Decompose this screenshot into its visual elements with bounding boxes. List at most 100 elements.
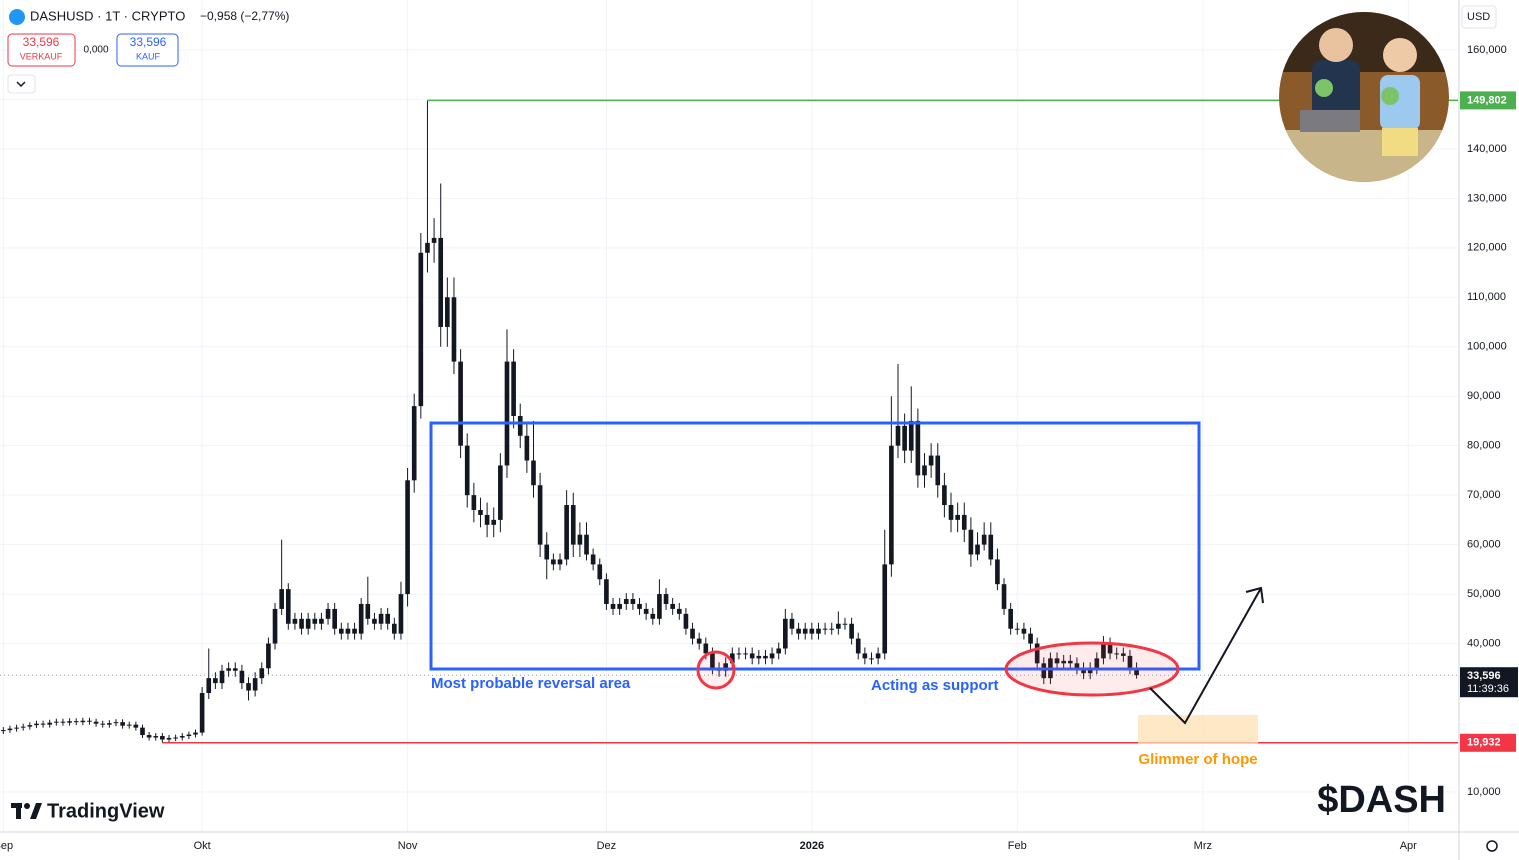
level-label-bg: [1460, 91, 1516, 110]
candle-body: [239, 670, 245, 684]
candle-body: [895, 425, 901, 446]
candle-body: [769, 653, 775, 659]
candle-body: [922, 465, 927, 476]
candle-body: [657, 594, 662, 619]
candle-body: [498, 465, 503, 520]
candle-body: [292, 618, 298, 624]
avatar: [1279, 12, 1449, 182]
candle-body: [968, 529, 974, 555]
candle-body: [796, 628, 801, 634]
candle-body: [955, 514, 960, 520]
symbol-icon: [9, 9, 25, 25]
candle-body: [431, 237, 437, 243]
candle-body: [451, 297, 457, 362]
candle-body: [471, 495, 477, 510]
logo-glyph: [30, 803, 42, 819]
candle-body: [690, 628, 695, 639]
candle-body: [836, 623, 841, 629]
candle-body: [604, 579, 609, 604]
y-tick-label: 160,000: [1467, 44, 1507, 56]
candle-body: [776, 648, 782, 654]
sell-price: 33,596: [23, 35, 60, 49]
candle-body: [802, 628, 808, 634]
currency: USD: [1467, 11, 1490, 23]
candle-body: [676, 608, 682, 614]
y-tick-label: 110,000: [1467, 291, 1506, 303]
candle-body: [54, 721, 59, 723]
candle-body: [1008, 608, 1013, 629]
candle-body: [882, 564, 888, 654]
collapse-button[interactable]: [7, 74, 36, 94]
candle-body: [358, 603, 364, 634]
y-tick-label: 120,000: [1467, 242, 1507, 254]
candle-body: [723, 663, 729, 671]
y-tick-label: 140,000: [1467, 143, 1507, 155]
candle-body: [73, 721, 79, 723]
avatar-head: [1383, 38, 1417, 72]
candle-body: [822, 628, 828, 630]
candle-body: [531, 460, 536, 486]
candle-body: [173, 737, 178, 739]
settings-icon[interactable]: [1486, 840, 1498, 852]
sell-label: VERKAUF: [20, 51, 63, 61]
candle-body: [1054, 658, 1060, 664]
buy-label: KAUF: [136, 51, 161, 61]
level-label-bg: [1460, 733, 1516, 752]
candle-body: [942, 485, 947, 506]
candle-body: [1041, 663, 1047, 679]
candle-body: [928, 455, 934, 466]
candle-body: [1134, 668, 1139, 676]
buy-button[interactable]: [116, 33, 179, 67]
candle-body: [213, 678, 218, 684]
candle-body: [186, 734, 192, 737]
candle-body: [378, 613, 384, 624]
candle-body: [729, 653, 735, 664]
candle-body: [643, 608, 649, 614]
candle-body: [0, 730, 6, 732]
candle-body: [259, 668, 265, 679]
candle-body: [219, 670, 225, 684]
sell-button[interactable]: [7, 33, 76, 67]
candle-body: [696, 638, 702, 644]
last-price-bg: [1460, 667, 1518, 698]
candle-body: [842, 623, 848, 625]
candle-body: [146, 735, 152, 738]
avatar-legs: [1382, 128, 1418, 156]
logo-glyph: [24, 803, 30, 809]
candle-body: [524, 435, 530, 461]
candle-body: [160, 736, 165, 740]
candle-body: [736, 653, 742, 655]
candle-body: [988, 534, 994, 560]
candle-body: [789, 618, 795, 629]
candle-body: [511, 361, 516, 416]
candle-body: [1074, 663, 1080, 669]
candle-body: [1001, 584, 1007, 609]
candle-body: [372, 618, 377, 624]
candle-body: [458, 361, 463, 446]
candle-body: [683, 613, 689, 629]
header: DASHUSD · 1T · CRYPTO −0,958 (−2,77%) 33…: [7, 8, 289, 94]
x-tick-label: Apr: [1400, 840, 1417, 852]
avatar-head: [1319, 28, 1353, 62]
candle-body: [630, 599, 636, 604]
candle-body: [60, 721, 66, 723]
arrow-head: [1245, 586, 1264, 604]
candle-body: [763, 655, 768, 659]
candle-body: [398, 594, 404, 634]
candle-body: [1067, 660, 1073, 664]
candle-body: [617, 603, 622, 609]
annotation: Glimmer of hope: [1138, 751, 1257, 768]
candle-body: [385, 613, 391, 624]
candle-body: [1021, 628, 1027, 634]
candle-body: [133, 724, 139, 728]
candle-body: [889, 445, 894, 565]
candle-body: [319, 618, 324, 624]
currency-button[interactable]: [1461, 5, 1497, 29]
candle-body: [40, 723, 46, 725]
y-tick-label: 100,000: [1467, 341, 1507, 353]
candle-body: [266, 643, 271, 669]
candle-body: [392, 623, 397, 634]
logo: TradingView: [11, 800, 165, 822]
level-label: 19,932: [1467, 737, 1501, 749]
